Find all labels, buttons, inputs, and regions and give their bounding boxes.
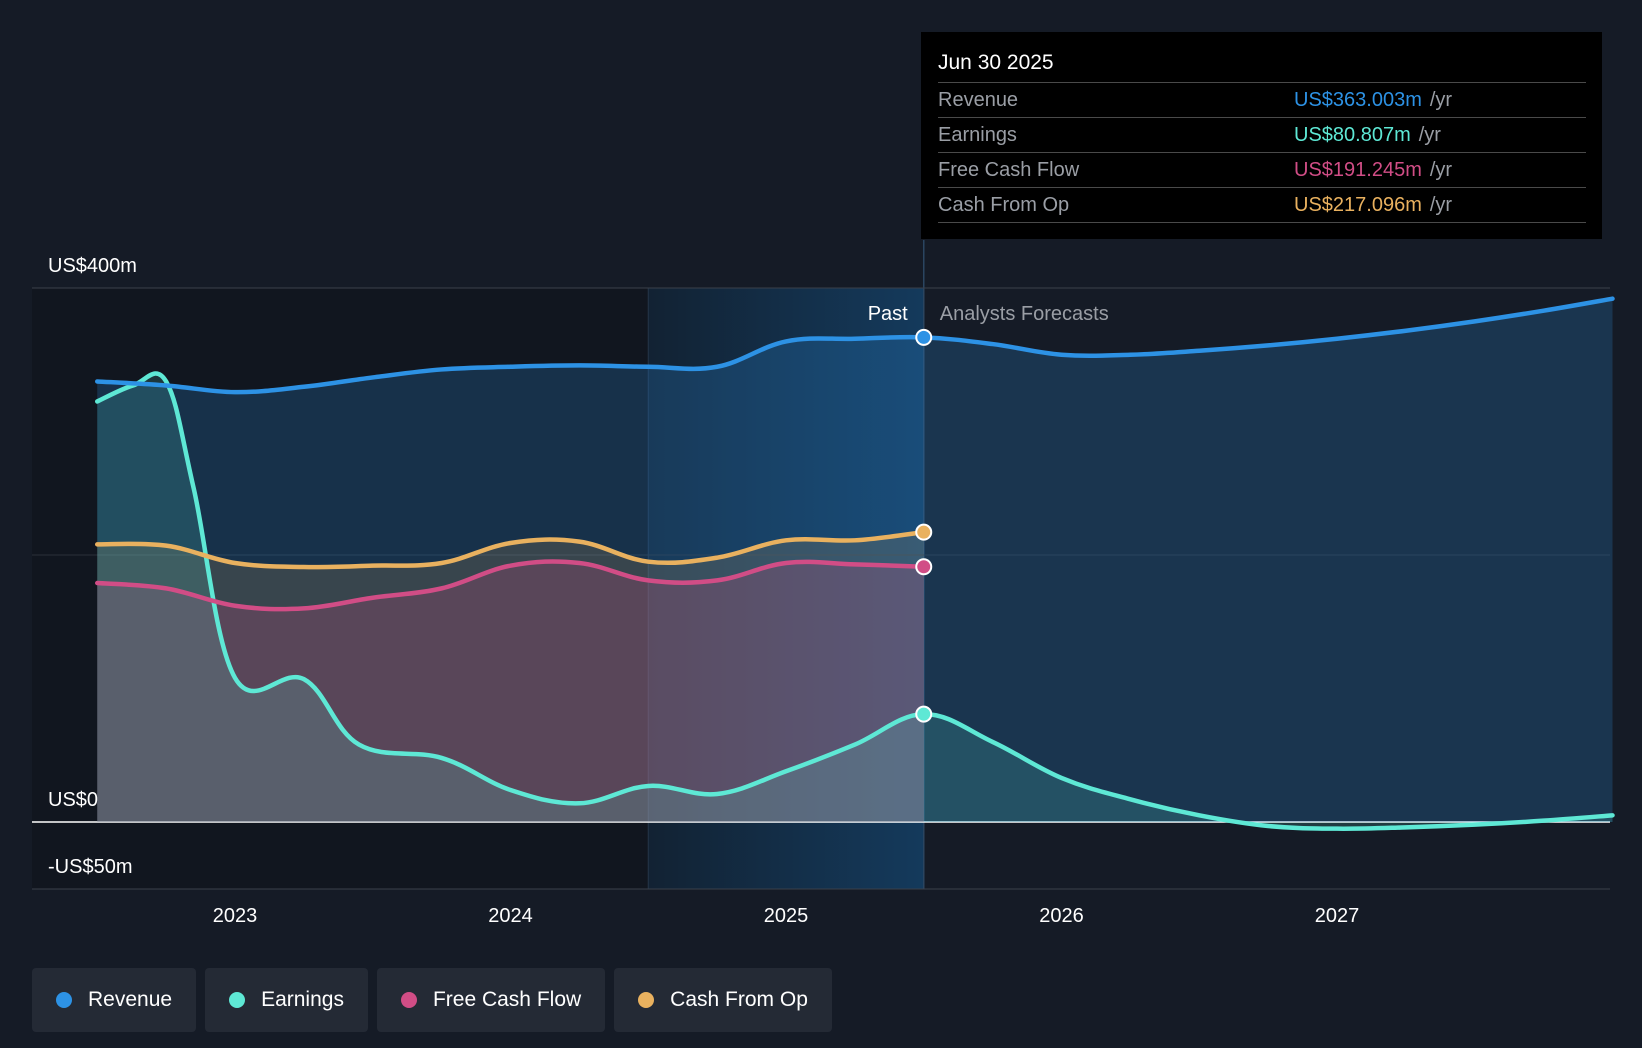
- highlight-background: [648, 288, 924, 889]
- legend: Revenue Earnings Free Cash Flow Cash Fro…: [32, 968, 841, 1032]
- tooltip-row-unit: /yr: [1429, 194, 1453, 216]
- legend-label: Free Cash Flow: [432, 988, 582, 1011]
- tooltip-row-value: US$363.003m: [1294, 89, 1422, 111]
- tooltip-row-value: US$217.096m: [1294, 194, 1422, 216]
- revenue-line: [95, 296, 1615, 395]
- cash-from-op-line: [95, 529, 926, 570]
- free-cash-flow-area: [97, 561, 924, 822]
- tooltip-row-name: Earnings: [938, 124, 1017, 146]
- past-background: [32, 288, 649, 889]
- tooltip-row-name: Free Cash Flow: [938, 159, 1080, 181]
- tooltip-row-free-cash-flow: Free Cash Flow US$191.245m /yr: [938, 153, 1586, 188]
- free-cash-flow-line: [95, 559, 926, 612]
- x-tick-label: 2026: [1039, 905, 1084, 927]
- legend-item-revenue[interactable]: Revenue: [32, 968, 197, 1032]
- tooltip-row-cash-from-op: Cash From Op US$217.096m /yr: [938, 188, 1586, 223]
- tooltip-row-unit: /yr: [1429, 159, 1453, 181]
- y-axis-label: -US$50m: [48, 856, 132, 878]
- tooltip-row-value: US$191.245m: [1294, 159, 1422, 181]
- free-cash-flow-dot-icon: [400, 992, 417, 1008]
- tooltip-row-unit: /yr: [1429, 89, 1453, 111]
- tooltip-row-name: Revenue: [938, 89, 1019, 111]
- tooltip-date: Jun 30 2025: [938, 46, 1586, 83]
- y-axis-label: US$0: [48, 789, 98, 811]
- legend-item-earnings[interactable]: Earnings: [205, 968, 368, 1032]
- cash-from-op-area: [97, 532, 924, 822]
- x-tick-label: 2023: [213, 905, 258, 927]
- cash-from-op-dot-icon: [638, 992, 655, 1008]
- past-label: Past: [868, 303, 908, 325]
- x-tick-label: 2025: [764, 905, 809, 927]
- tooltip: Jun 30 2025 Revenue US$363.003m /yr Earn…: [921, 32, 1602, 239]
- tooltip-row-unit: /yr: [1418, 124, 1441, 146]
- legend-label: Cash From Op: [670, 988, 808, 1011]
- cash-from-op-marker: [915, 523, 933, 541]
- legend-label: Revenue: [88, 988, 173, 1011]
- earnings-marker: [915, 705, 933, 723]
- x-tick-label: 2024: [488, 905, 533, 927]
- earnings-dot-icon: [229, 992, 246, 1008]
- tooltip-row-value: US$80.807m: [1294, 124, 1411, 146]
- earnings-line: [95, 371, 1615, 831]
- earnings-area: [97, 373, 1613, 829]
- revenue-area: [97, 298, 1613, 822]
- legend-item-cash-from-op[interactable]: Cash From Op: [614, 968, 832, 1032]
- legend-label: Earnings: [261, 988, 344, 1011]
- revenue-dot-icon: [56, 992, 72, 1008]
- tooltip-row-revenue: Revenue US$363.003m /yr: [938, 83, 1586, 118]
- free-cash-flow-marker: [915, 558, 933, 576]
- forecast-label: Analysts Forecasts: [940, 303, 1109, 325]
- y-axis-label: US$400m: [48, 255, 137, 277]
- tooltip-row-name: Cash From Op: [938, 194, 1070, 216]
- tooltip-row-earnings: Earnings US$80.807m /yr: [938, 118, 1586, 153]
- revenue-marker: [915, 328, 933, 346]
- x-tick-label: 2027: [1315, 905, 1360, 927]
- legend-item-free-cash-flow[interactable]: Free Cash Flow: [376, 968, 606, 1032]
